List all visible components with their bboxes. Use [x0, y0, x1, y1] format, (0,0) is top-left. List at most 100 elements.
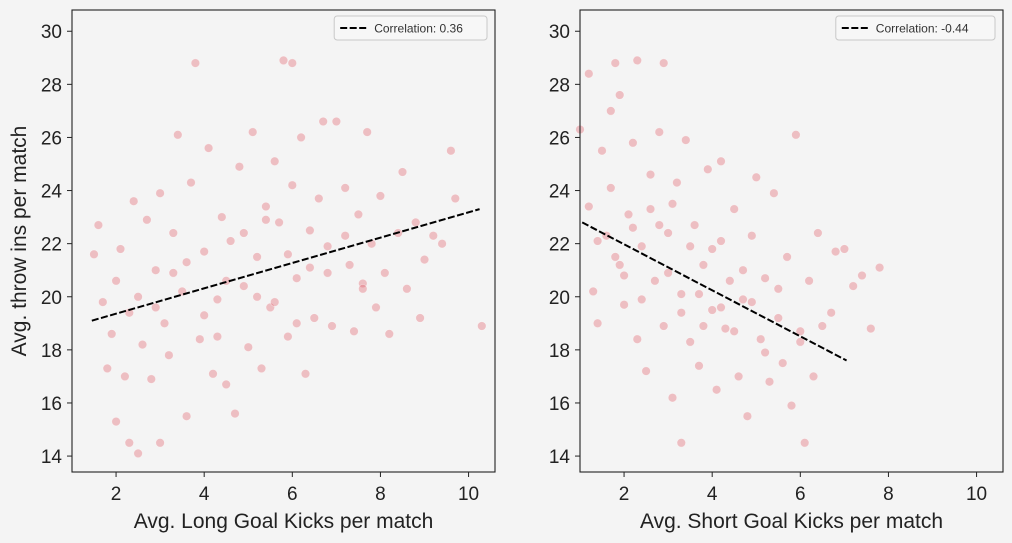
scatter-point — [186, 178, 196, 188]
scatter-point — [349, 326, 359, 336]
scatter-point — [742, 411, 753, 421]
y-tick-label: 30 — [41, 22, 62, 43]
scatter-point — [826, 308, 836, 318]
scatter-point — [371, 302, 381, 313]
y-tick-label: 18 — [549, 341, 570, 362]
trendline — [581, 221, 848, 362]
scatter-point — [353, 209, 364, 219]
scatter-point — [173, 130, 183, 140]
scatter-point — [615, 260, 625, 270]
scatter-point — [795, 337, 805, 347]
scatter-point — [773, 284, 783, 294]
scatter-point — [111, 276, 121, 286]
legend: Correlation: 0.36 — [333, 15, 488, 41]
scatter-point — [340, 231, 350, 241]
scatter-point — [270, 156, 280, 166]
scatter-point — [773, 313, 783, 323]
scatter-point — [292, 273, 302, 283]
y-tick-label: 18 — [41, 341, 62, 362]
scatter-point — [93, 220, 103, 230]
scatter-point — [415, 313, 425, 323]
scatter-point — [681, 135, 691, 145]
x-tick-label: 8 — [883, 484, 894, 505]
scatter-point — [477, 321, 487, 331]
y-tick-label: 22 — [549, 235, 570, 256]
scatter-point — [318, 116, 328, 127]
trendline — [91, 208, 480, 322]
scatter-point — [283, 332, 293, 342]
scatter-point — [239, 228, 249, 238]
scatter-point — [252, 252, 262, 262]
scatter-point — [716, 302, 726, 313]
scatter-point — [142, 215, 152, 225]
scatter-point — [278, 55, 289, 66]
scatter-point — [698, 321, 709, 331]
scatter-point — [323, 268, 333, 278]
scatter-point — [159, 318, 170, 328]
scatter-point — [694, 289, 704, 299]
y-tick-label: 26 — [41, 128, 62, 149]
scatter-point — [419, 255, 430, 265]
scatter-point — [729, 204, 739, 214]
scatter-point — [800, 438, 810, 448]
scatter-point — [384, 329, 394, 339]
scatter-point — [217, 212, 227, 222]
y-tick-label: 16 — [549, 394, 570, 415]
scatter-point — [243, 342, 253, 352]
plot-area — [580, 10, 1003, 472]
points-group — [89, 26, 487, 459]
y-tick-label: 28 — [41, 75, 62, 96]
legend-label: Correlation: -0.44 — [876, 22, 969, 36]
scatter-point — [270, 297, 280, 307]
scatter-point — [300, 369, 311, 379]
scatter-point — [305, 263, 315, 273]
scatter-point — [212, 332, 222, 342]
x-tick-label: 6 — [287, 484, 298, 505]
x-tick-label: 4 — [199, 484, 210, 505]
scatter-point — [411, 217, 421, 227]
x-tick-label: 4 — [707, 484, 718, 505]
axes-frame — [579, 9, 1004, 473]
scatter-point — [115, 244, 126, 254]
scatter-point — [606, 183, 616, 193]
scatter-point — [619, 270, 629, 281]
scatter-point — [358, 284, 368, 294]
scatter-point — [296, 132, 306, 142]
scatter-point — [358, 278, 368, 289]
scatter-point — [124, 438, 134, 448]
scatter-point — [659, 58, 669, 68]
scatter-point — [182, 257, 192, 267]
scatter-point — [287, 58, 297, 68]
plot-area — [72, 10, 495, 472]
x-tick-label: 2 — [111, 484, 122, 505]
scatter-point — [839, 244, 850, 254]
y-axis-label: Avg. throw ins per match — [8, 126, 31, 357]
scatter-point — [804, 276, 814, 286]
scatter-point — [305, 225, 315, 235]
scatter-point — [164, 350, 174, 360]
scatter-point — [234, 162, 244, 172]
scatter-point — [98, 297, 108, 307]
scatter-point — [711, 385, 722, 395]
scatter-point — [584, 69, 594, 79]
scatter-point — [654, 220, 664, 230]
scatter-point — [283, 249, 293, 259]
scatter-point — [168, 228, 178, 238]
scatter-point — [676, 308, 686, 318]
scatter-point — [137, 340, 148, 350]
scatter-point — [738, 265, 748, 275]
scatter-point — [592, 236, 603, 246]
scatter-point — [437, 239, 447, 249]
scatter-point — [782, 252, 792, 262]
scatter-point — [747, 231, 757, 241]
scatter-point — [195, 334, 205, 344]
scatter-point — [874, 263, 885, 273]
scatter-point — [751, 172, 761, 182]
scatter-point — [199, 310, 209, 320]
scatter-point — [182, 411, 192, 421]
scatter-point — [738, 294, 748, 305]
scatter-point — [654, 127, 664, 137]
x-tick-label: 8 — [375, 484, 386, 505]
scatter-point — [813, 228, 823, 238]
